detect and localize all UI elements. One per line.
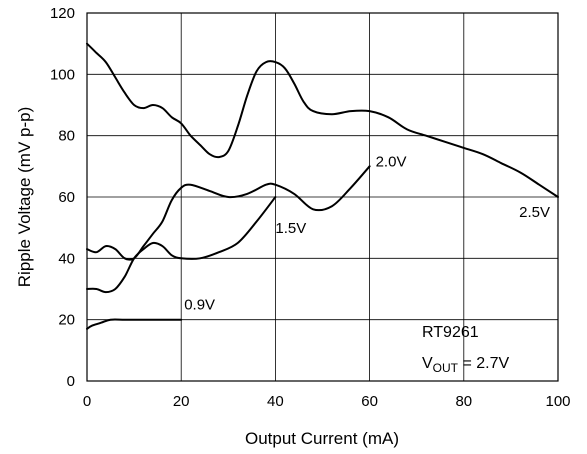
y-tick-label-60: 60 [58, 189, 75, 206]
series-line-0-9v [86, 318, 183, 330]
series-line-2-5v [86, 42, 559, 198]
plot-frame [86, 12, 559, 382]
model-annotation: RT9261 [422, 324, 479, 341]
x-tick-label-0: 0 [83, 393, 91, 410]
series-labels: 0.9V 1.5V 2.0V 2.5V [184, 153, 550, 313]
series-line-1-5v [86, 196, 277, 294]
x-tick-label-100: 100 [545, 393, 570, 410]
x-tick-label-80: 80 [455, 393, 472, 410]
y-tick-label-0: 0 [67, 373, 75, 390]
series-label-2-5v: 2.5V [519, 204, 550, 221]
y-tick-label-40: 40 [58, 250, 75, 267]
y-axis-title: Ripple Voltage (mV p-p) [15, 107, 34, 287]
x-tick-label-20: 20 [173, 393, 190, 410]
series-label-1-5v: 1.5V [275, 220, 306, 237]
x-tick-label-60: 60 [361, 393, 378, 410]
vout-value: = 2.7V [458, 355, 509, 372]
tick-labels: 0 20 40 60 80 100 0 20 40 60 80 100 120 [50, 5, 571, 410]
x-tick-label-40: 40 [267, 393, 284, 410]
y-tick-label-80: 80 [58, 128, 75, 145]
y-tick-label-20: 20 [58, 312, 75, 329]
grid-lines [87, 13, 558, 381]
series-label-0-9v: 0.9V [184, 297, 215, 314]
vout-symbol: V [422, 355, 433, 372]
series-lines [86, 42, 559, 330]
series-label-2-0v: 2.0V [376, 153, 407, 170]
y-tick-label-100: 100 [50, 66, 75, 83]
series-line-2-0v [86, 165, 371, 261]
vout-subscript: OUT [433, 361, 459, 375]
x-axis-title: Output Current (mA) [245, 429, 399, 448]
vout-annotation: VOUT = 2.7V [422, 355, 509, 375]
y-tick-label-120: 120 [50, 5, 75, 22]
